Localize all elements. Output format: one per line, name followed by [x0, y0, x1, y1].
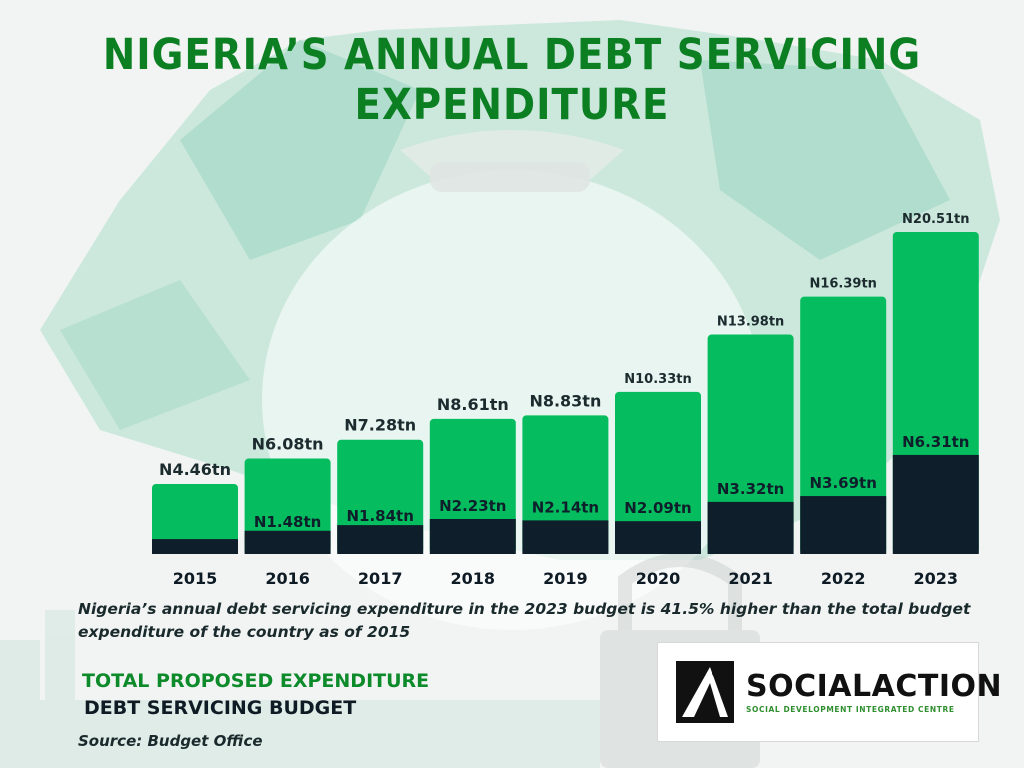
total-label-2018: N8.61tn: [437, 395, 509, 414]
debt-label-2023: N6.31tn: [902, 433, 969, 451]
debt-label-2015: N950bn: [162, 537, 227, 555]
total-label-2022: N16.39tn: [809, 277, 876, 292]
x-tick-2022: 2022: [821, 569, 866, 588]
x-tick-2021: 2021: [728, 569, 773, 588]
debt-bar-2015: [152, 539, 238, 554]
logo-emblem-icon: [676, 661, 734, 723]
debt-bar-2022: [800, 496, 887, 554]
debt-label-2020: N2.09tn: [624, 499, 691, 517]
total-label-2015: N4.46tn: [159, 460, 231, 479]
x-tick-2015: 2015: [173, 569, 218, 588]
debt-label-2018: N2.23tn: [439, 497, 506, 515]
debt-bar-2021: [707, 501, 794, 554]
debt-label-2022: N3.69tn: [809, 474, 876, 492]
chart-caption: Nigeria’s annual debt servicing expendit…: [78, 600, 971, 641]
total-label-2023: N20.51tn: [902, 212, 969, 227]
total-bar-2022: [800, 296, 887, 554]
debt-bar-2019: [522, 520, 609, 554]
total-label-2020: N10.33tn: [624, 372, 691, 387]
source-note: Source: Budget Office: [78, 732, 263, 750]
legend-debt-servicing: DEBT SERVICING BUDGET: [84, 697, 357, 719]
debt-label-2017: N1.84tn: [346, 507, 413, 525]
x-tick-2019: 2019: [543, 569, 588, 588]
total-label-2017: N7.28tn: [344, 416, 416, 435]
debt-bar-2017: [337, 525, 424, 554]
total-label-2019: N8.83tn: [529, 391, 601, 410]
debt-bar-2018: [429, 518, 516, 554]
x-tick-2017: 2017: [358, 569, 403, 588]
x-tick-2018: 2018: [451, 569, 496, 588]
bar-chart: N4.46tn N950bn 2015 N6.08tn N1.48tn 2016 N7.28…: [152, 212, 979, 588]
chart-title: NIGERIA’S ANNUAL DEBT SERVICING EXPENDIT…: [102, 30, 922, 130]
socialaction-logo: SOCIALACTION SOCIAL DEVELOPMENT INTEGRAT…: [657, 642, 1002, 742]
debt-bar-2020: [615, 521, 701, 554]
total-bar-2015: [152, 483, 238, 554]
total-bar-2020: [615, 391, 701, 554]
logo-name: SOCIALACTION: [746, 669, 1003, 704]
debt-bar-2023: [892, 454, 979, 554]
legend-total-expenditure: TOTAL PROPOSED EXPENDITURE: [82, 670, 430, 692]
total-label-2021: N13.98tn: [717, 315, 784, 330]
total-bar-2016: [244, 458, 331, 554]
x-tick-2016: 2016: [265, 569, 310, 588]
total-bar-2021: [707, 334, 794, 554]
x-tick-2023: 2023: [914, 569, 959, 588]
x-tick-2020: 2020: [636, 569, 681, 588]
debt-label-2019: N2.14tn: [532, 498, 599, 516]
total-bar-2019: [522, 415, 609, 554]
logo-tagline: SOCIAL DEVELOPMENT INTEGRATED CENTRE: [746, 705, 955, 714]
total-label-2016: N6.08tn: [252, 435, 324, 454]
debt-label-2016: N1.48tn: [254, 513, 321, 531]
debt-label-2021: N3.32tn: [717, 480, 784, 498]
debt-bar-2016: [244, 530, 331, 554]
